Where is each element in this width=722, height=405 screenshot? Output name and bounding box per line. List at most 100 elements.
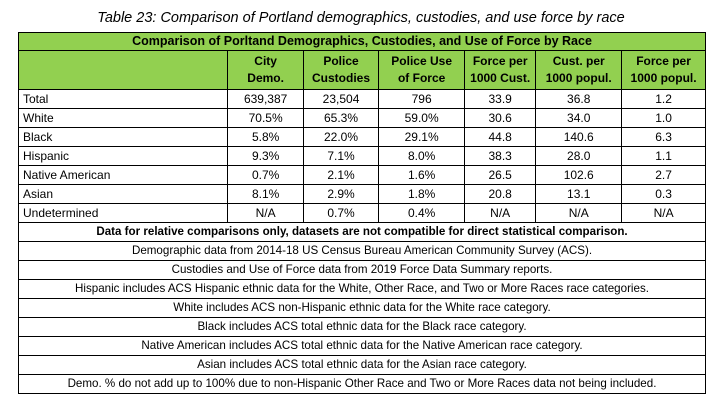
table-cell: N/A	[464, 203, 537, 223]
table-note: Data for relative comparisons only, data…	[18, 222, 706, 242]
column-header-line: Cust. per	[552, 54, 605, 68]
note-row: Black includes ACS total ethnic data for…	[18, 317, 706, 337]
column-header: Force per 1000 popul.	[621, 50, 706, 90]
table-cell: 1.2	[621, 89, 706, 109]
table-cell: 0.7%	[227, 165, 304, 185]
table-title-row: Comparison of Porltand Demographics, Cus…	[18, 32, 706, 51]
column-header-line	[23, 70, 223, 87]
column-header-line	[23, 53, 223, 70]
note-row: Asian includes ACS total ethnic data for…	[18, 355, 706, 375]
table-cell: 0.7%	[302, 203, 380, 223]
table-cell: 26.5	[464, 165, 537, 185]
table-cell: 796	[378, 89, 466, 109]
table-cell: 2.1%	[302, 165, 380, 185]
row-label: Asian	[17, 184, 229, 204]
table-cell: 140.6	[535, 127, 623, 147]
note-row: Demographic data from 2014-18 US Census …	[18, 241, 706, 261]
table-cell: 102.6	[535, 165, 623, 185]
column-header-line: 1000 popul.	[630, 71, 697, 85]
table-note: Demo. % do not add up to 100% due to non…	[18, 374, 706, 394]
table-cell: N/A	[227, 203, 304, 223]
column-header-row: City Demo. Police Custodies Police Use of For…	[17, 50, 706, 90]
column-header-line: Custodies	[312, 71, 371, 85]
table-note: Demographic data from 2014-18 US Census …	[18, 241, 706, 261]
table-cell: 28.0	[535, 146, 623, 166]
column-header: Police Use of Force	[378, 50, 466, 90]
column-header-line: 1000 Cust.	[470, 71, 531, 85]
table-cell: 1.8%	[378, 184, 466, 204]
row-label: Hispanic	[17, 146, 229, 166]
column-header-line: City	[254, 54, 277, 68]
table-note: Black includes ACS total ethnic data for…	[18, 317, 706, 337]
table-note: Native American includes ACS total ethni…	[18, 336, 706, 356]
column-header-line: Police Use	[391, 54, 452, 68]
table-cell: 59.0%	[378, 108, 466, 128]
column-header-line: Demo.	[247, 71, 284, 85]
table-cell: 8.1%	[227, 184, 304, 204]
table-cell: 34.0	[535, 108, 623, 128]
row-label: White	[17, 108, 229, 128]
table-cell: 5.8%	[227, 127, 304, 147]
row-label: Native American	[17, 165, 229, 185]
column-header-line: Police	[323, 54, 359, 68]
table-cell: 20.8	[464, 184, 537, 204]
table-cell: 6.3	[621, 127, 706, 147]
column-header: Cust. per 1000 popul.	[535, 50, 623, 90]
column-header: Force per 1000 Cust.	[464, 50, 537, 90]
table-cell: 13.1	[535, 184, 623, 204]
table-cell: N/A	[535, 203, 623, 223]
table-row: Undetermined N/A 0.7% 0.4% N/A N/A N/A	[17, 203, 706, 223]
table-cell: 1.1	[621, 146, 706, 166]
note-row: Hispanic includes ACS Hispanic ethnic da…	[18, 279, 706, 299]
table-cell: 0.3	[621, 184, 706, 204]
table-cell: 36.8	[535, 89, 623, 109]
table-row: Native American 0.7% 2.1% 1.6% 26.5 102.6 2.7	[17, 165, 706, 185]
table-cell: 38.3	[464, 146, 537, 166]
note-row: Demo. % do not add up to 100% due to non…	[18, 374, 706, 394]
table-cell: 44.8	[464, 127, 537, 147]
table-cell: 33.9	[464, 89, 537, 109]
table-cell: 1.0	[621, 108, 706, 128]
row-label: Black	[17, 127, 229, 147]
column-header-line: of Force	[397, 71, 446, 85]
column-header-line: Force per	[636, 54, 691, 68]
table-cell: 639,387	[227, 89, 304, 109]
column-header-line: Force per	[472, 54, 528, 68]
table-row: White 70.5% 65.3% 59.0% 30.6 34.0 1.0	[17, 108, 706, 128]
table-row: Hispanic 9.3% 7.1% 8.0% 38.3 28.0 1.1	[17, 146, 706, 166]
table-cell: 23,504	[302, 89, 380, 109]
table-cell: 2.9%	[302, 184, 380, 204]
table-cell: 0.4%	[378, 203, 466, 223]
table-cell: 29.1%	[378, 127, 466, 147]
table-cell: 70.5%	[227, 108, 304, 128]
table-cell: N/A	[621, 203, 706, 223]
table-row: Total 639,387 23,504 796 33.9 36.8 1.2	[17, 89, 706, 109]
table-row: Asian 8.1% 2.9% 1.8% 20.8 13.1 0.3	[17, 184, 706, 204]
table-cell: 8.0%	[378, 146, 466, 166]
table-cell: 7.1%	[302, 146, 380, 166]
table-note: Custodies and Use of Force data from 201…	[18, 260, 706, 280]
table-cell: 65.3%	[302, 108, 380, 128]
column-header: Police Custodies	[302, 50, 380, 90]
column-header: City Demo.	[227, 50, 304, 90]
table-title: Comparison of Porltand Demographics, Cus…	[18, 32, 706, 51]
table-cell: 2.7	[621, 165, 706, 185]
table-cell: 1.6%	[378, 165, 466, 185]
table-cell: 30.6	[464, 108, 537, 128]
row-label: Total	[17, 89, 229, 109]
table-row: Black 5.8% 22.0% 29.1% 44.8 140.6 6.3	[17, 127, 706, 147]
table-caption: Table 23: Comparison of Portland demogra…	[97, 10, 625, 26]
row-label: Undetermined	[17, 203, 229, 223]
note-row: Native American includes ACS total ethni…	[18, 336, 706, 356]
table-note: White includes ACS non-Hispanic ethnic d…	[18, 298, 706, 318]
column-header	[17, 50, 229, 90]
note-row: Custodies and Use of Force data from 201…	[18, 260, 706, 280]
table-cell: 22.0%	[302, 127, 380, 147]
table-note: Hispanic includes ACS Hispanic ethnic da…	[18, 279, 706, 299]
note-row: Data for relative comparisons only, data…	[18, 222, 706, 242]
note-row: White includes ACS non-Hispanic ethnic d…	[18, 298, 706, 318]
column-header-line: 1000 popul.	[545, 71, 612, 85]
table-note: Asian includes ACS total ethnic data for…	[18, 355, 706, 375]
demographics-table: Comparison of Porltand Demographics, Cus…	[17, 32, 706, 394]
